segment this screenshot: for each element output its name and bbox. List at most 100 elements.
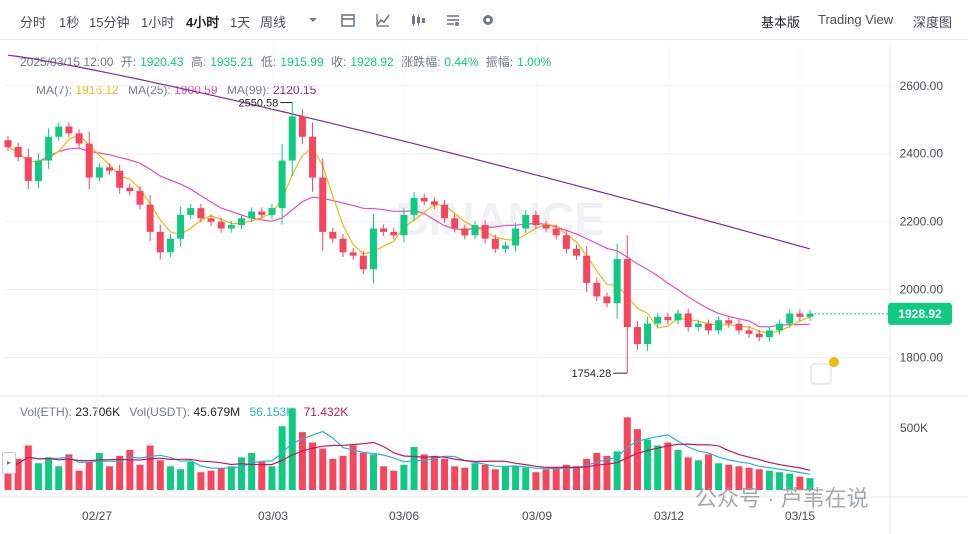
price-tick-label: 2400.00: [900, 147, 944, 161]
interval-1[interactable]: 分时: [20, 15, 47, 30]
volume-bar: [45, 457, 53, 490]
ma25-label: MA(25):: [128, 83, 171, 97]
open-value: 1920.43: [140, 55, 184, 69]
candle-body: [491, 238, 499, 249]
candle-body: [664, 316, 672, 321]
time-tick-label: 02/27: [82, 509, 112, 523]
indicator-icon[interactable]: [375, 12, 391, 28]
interval-6[interactable]: 1天: [230, 15, 251, 30]
candlestick-type-icon[interactable]: [410, 12, 426, 28]
change-value: 0.44%: [444, 55, 479, 69]
candle-body: [4, 140, 12, 147]
volume-bar: [380, 466, 388, 490]
ohlc-datetime: 2025/03/15 12:00: [20, 55, 114, 69]
volume-bar: [481, 464, 489, 490]
price-tick-label: 2200.00: [900, 215, 944, 229]
volume-bar: [177, 469, 185, 490]
layout-icon[interactable]: [445, 12, 461, 28]
candle-body: [786, 313, 794, 324]
candle-body: [106, 167, 114, 171]
view-depth[interactable]: 深度图: [913, 15, 953, 30]
volume-bar: [369, 454, 377, 490]
candle-body: [451, 218, 459, 229]
high-label: 高:: [190, 55, 207, 69]
candle-body: [65, 126, 73, 134]
high-annotation: 2550.58: [238, 98, 278, 110]
interval-7[interactable]: 周线: [260, 15, 287, 30]
vol-ma1-value: 56.153K: [249, 405, 295, 419]
candle-body: [745, 330, 753, 334]
interval-4[interactable]: 1小时: [141, 15, 175, 30]
volume-bar: [552, 467, 560, 490]
candle-body: [116, 170, 124, 188]
view-tradingview[interactable]: Trading View: [818, 12, 894, 27]
annotations: 2550.58 1754.28 1928.92: [238, 98, 952, 385]
volume-bar: [359, 452, 367, 490]
expand-panel-button[interactable]: ▸: [2, 452, 16, 474]
volume-bar: [207, 470, 215, 490]
chart-grid: [0, 45, 968, 534]
candle-body: [542, 225, 550, 229]
candle-body: [704, 323, 712, 331]
volume-bar: [329, 458, 337, 490]
volume-bar: [95, 452, 103, 490]
candle-body: [146, 204, 154, 232]
volume-bar: [24, 445, 32, 490]
candle-body: [725, 320, 733, 324]
exchange-watermark: BINANCE: [395, 193, 605, 245]
amplitude-label: 振幅:: [485, 55, 514, 69]
volume-bar: [420, 454, 428, 490]
watermark-text: 公众号 · 芦苇在说: [695, 486, 869, 511]
candle-body: [237, 218, 245, 226]
candle-body: [248, 211, 256, 219]
volume-bar: [65, 454, 73, 490]
candle-body: [461, 228, 469, 236]
interval-5-active[interactable]: 4小时: [186, 15, 220, 30]
candle-body: [75, 133, 83, 144]
candle-body: [623, 259, 631, 328]
candle-body: [278, 160, 286, 209]
candle-body: [339, 238, 347, 253]
vol-usdt-label: Vol(USDT):: [129, 405, 191, 419]
low-label: 低:: [260, 55, 277, 69]
current-price-badge: [888, 302, 952, 325]
ma25-path: [7, 146, 811, 328]
change-label: 涨跌幅:: [401, 55, 441, 69]
volume-bar: [430, 455, 438, 490]
close-label: 收:: [331, 55, 347, 69]
volume-bar: [166, 466, 174, 490]
chevron-down-icon[interactable]: [305, 12, 321, 28]
candle-body: [562, 235, 570, 249]
candle-body: [481, 225, 489, 239]
candle-body: [573, 248, 581, 256]
candle-body: [166, 238, 174, 253]
volume-bar: [532, 472, 540, 490]
candle-body: [633, 327, 641, 345]
candle-body: [583, 255, 591, 283]
volume-ma-lines: [7, 430, 811, 475]
volume-ma-path: [7, 441, 811, 471]
calendar-icon[interactable]: [340, 12, 356, 28]
candle-body: [156, 231, 164, 253]
view-basic[interactable]: 基本版: [761, 15, 801, 30]
event-dot-icon: [829, 357, 839, 367]
volume-bar: [268, 466, 276, 490]
candle-body: [85, 143, 93, 178]
candle-body: [603, 296, 611, 304]
volume-bar: [237, 457, 245, 490]
candle-body: [34, 160, 42, 181]
candle-body: [430, 201, 438, 205]
volume-bar: [187, 461, 195, 490]
gear-icon[interactable]: [480, 12, 496, 28]
interval-2[interactable]: 1秒: [59, 15, 80, 30]
price-tick-label: 1800.00: [900, 351, 944, 365]
interval-3[interactable]: 15分钟: [89, 15, 130, 30]
time-tick-label: 03/09: [522, 509, 552, 523]
volume-bar: [197, 472, 205, 490]
high-value: 1935.21: [210, 55, 254, 69]
volume-bar: [593, 452, 601, 490]
volume-bars: [4, 408, 814, 490]
candle-body: [501, 245, 509, 249]
volume-bar: [156, 460, 164, 490]
